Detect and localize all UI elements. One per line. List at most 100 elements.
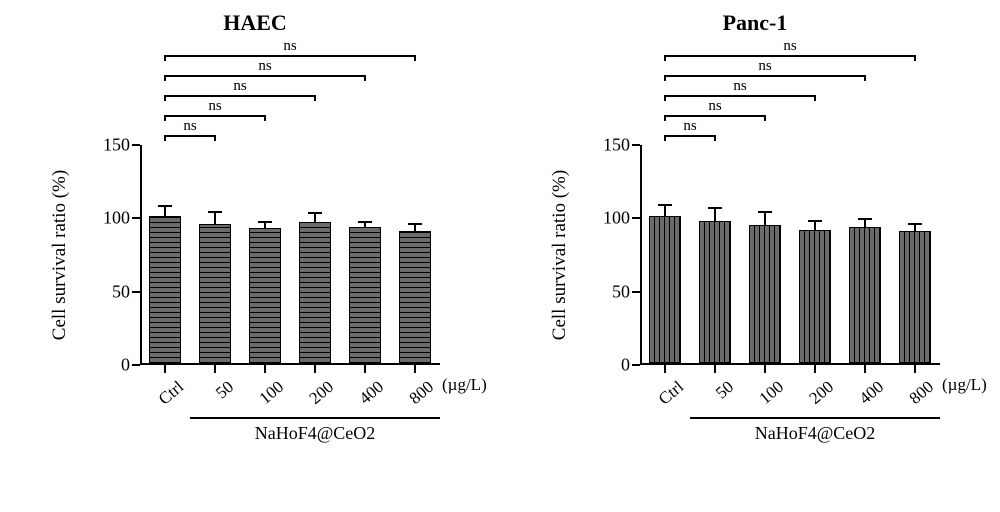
sig-bracket-drop: [214, 135, 216, 141]
bar-body: [349, 227, 381, 363]
y-tick-label: 150: [80, 135, 130, 156]
error-bar: [864, 219, 866, 226]
sig-bracket-drop: [264, 115, 266, 121]
bar: [699, 221, 731, 363]
sig-label: ns: [183, 118, 196, 135]
error-cap: [658, 204, 672, 206]
x-tick-label: 50: [194, 377, 237, 418]
error-cap: [708, 207, 722, 209]
y-tick-label: 100: [80, 208, 130, 229]
sig-bracket-drop: [164, 115, 166, 121]
y-tick: [632, 291, 640, 293]
y-tick-label: 0: [580, 355, 630, 376]
y-axis: [140, 145, 142, 365]
x-tick-label: 400: [844, 377, 887, 418]
x-tick: [914, 365, 916, 373]
error-bar: [164, 206, 166, 216]
x-tick: [414, 365, 416, 373]
plot-area: 050100150Ctrl50100200400800(µg/L)NaHoF4@…: [640, 145, 940, 365]
y-tick-label: 100: [580, 208, 630, 229]
x-tick: [264, 365, 266, 373]
error-bar: [314, 213, 316, 222]
x-axis: [140, 363, 440, 365]
sig-bracket: [165, 115, 265, 117]
sig-bracket: [665, 55, 915, 57]
x-unit-label: (µg/L): [942, 375, 987, 395]
plot-area: 050100150Ctrl50100200400800(µg/L)NaHoF4@…: [140, 145, 440, 365]
sig-bracket-drop: [914, 55, 916, 61]
sig-bracket-drop: [764, 115, 766, 121]
x-tick: [664, 365, 666, 373]
sig-bracket-drop: [314, 95, 316, 101]
panel-haec: HAECCell survival ratio (%)050100150Ctrl…: [40, 10, 470, 490]
y-axis-label: Cell survival ratio (%): [549, 170, 571, 340]
sig-label: ns: [233, 78, 246, 95]
x-tick: [764, 365, 766, 373]
bar-body: [199, 224, 231, 363]
y-tick: [632, 364, 640, 366]
x-tick-label: Ctrl: [644, 377, 687, 418]
bar: [399, 231, 431, 363]
sig-bracket: [665, 115, 765, 117]
x-tick-label: 200: [794, 377, 837, 418]
sig-bracket-drop: [164, 135, 166, 141]
group-bracket: [190, 417, 440, 419]
sig-bracket-drop: [664, 115, 666, 121]
bar: [349, 227, 381, 363]
x-tick-label: 800: [894, 377, 937, 418]
sig-bracket: [665, 75, 865, 77]
bar: [149, 216, 181, 363]
x-tick-label: 100: [244, 377, 287, 418]
y-axis-label: Cell survival ratio (%): [49, 170, 71, 340]
sig-bracket-drop: [664, 135, 666, 141]
bar-body: [149, 216, 181, 363]
bar-body: [849, 227, 881, 363]
error-cap: [258, 221, 272, 223]
x-tick: [714, 365, 716, 373]
sig-label: ns: [683, 118, 696, 135]
error-cap: [358, 221, 372, 223]
error-cap: [758, 211, 772, 213]
error-cap: [158, 205, 172, 207]
x-tick-label: Ctrl: [144, 377, 187, 418]
sig-bracket: [165, 55, 415, 57]
x-tick-label: 400: [344, 377, 387, 418]
y-tick: [632, 217, 640, 219]
error-bar: [664, 205, 666, 217]
x-axis: [640, 363, 940, 365]
sig-bracket-drop: [164, 55, 166, 61]
group-bracket: [690, 417, 940, 419]
sig-label: ns: [733, 78, 746, 95]
y-tick-label: 150: [580, 135, 630, 156]
error-cap: [208, 211, 222, 213]
sig-bracket-drop: [664, 75, 666, 81]
bar-body: [699, 221, 731, 363]
error-bar: [914, 224, 916, 231]
sig-bracket: [665, 135, 715, 137]
x-unit-label: (µg/L): [442, 375, 487, 395]
group-label: NaHoF4@CeO2: [190, 423, 440, 444]
bar: [899, 231, 931, 363]
bar: [799, 230, 831, 363]
bar-body: [899, 231, 931, 363]
sig-label: ns: [758, 58, 771, 75]
x-tick-label: 100: [744, 377, 787, 418]
panel-panc1: Panc-1Cell survival ratio (%)050100150Ct…: [540, 10, 970, 490]
sig-bracket-drop: [164, 95, 166, 101]
error-bar: [814, 221, 816, 230]
sig-bracket: [165, 135, 215, 137]
y-tick: [132, 217, 140, 219]
y-tick: [632, 144, 640, 146]
y-tick: [132, 291, 140, 293]
error-cap: [808, 220, 822, 222]
sig-label: ns: [708, 98, 721, 115]
bar: [749, 225, 781, 363]
sig-bracket: [165, 95, 315, 97]
x-tick-label: 200: [294, 377, 337, 418]
y-tick: [132, 144, 140, 146]
sig-bracket-drop: [364, 75, 366, 81]
x-tick: [214, 365, 216, 373]
sig-bracket-drop: [814, 95, 816, 101]
bar: [199, 224, 231, 363]
group-label: NaHoF4@CeO2: [690, 423, 940, 444]
